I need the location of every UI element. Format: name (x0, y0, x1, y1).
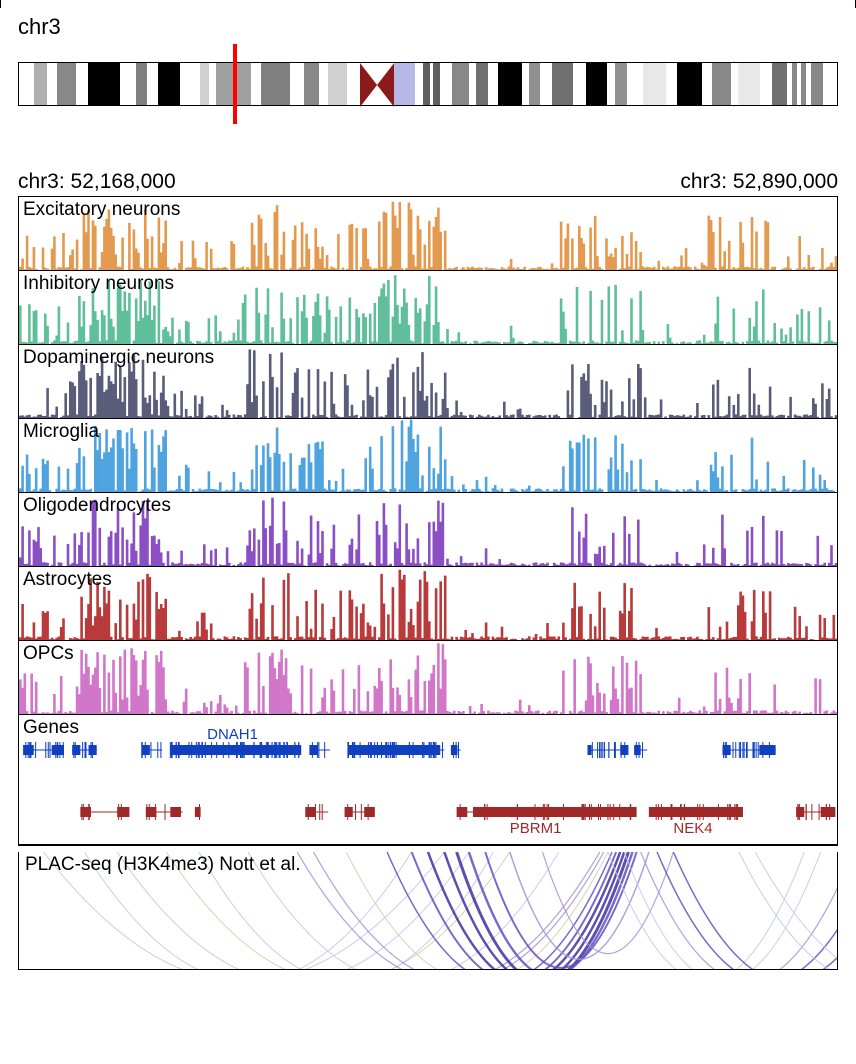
plac-label: PLAC-seq (H3K4me3) Nott et al. (25, 854, 301, 876)
track-label: Oligodendrocytes (23, 495, 171, 517)
track-label: Genes (23, 717, 79, 739)
ideogram-marker (233, 44, 237, 124)
signal-track: Dopaminergic neurons (19, 345, 837, 419)
track-label: OPCs (23, 643, 74, 665)
coord-left: chr3: 52,168,000 (18, 170, 176, 194)
svg-text:PBRM1: PBRM1 (510, 820, 562, 837)
ideogram (18, 44, 838, 124)
signal-track: Inhibitory neurons (19, 271, 837, 345)
plac-track: PLAC-seq (H3K4me3) Nott et al. (18, 852, 838, 970)
coord-right: chr3: 52,890,000 (680, 170, 838, 194)
track-label: Astrocytes (23, 569, 112, 591)
track-label: Inhibitory neurons (23, 273, 174, 295)
svg-text:DNAH1: DNAH1 (207, 726, 258, 743)
signal-track: Microglia (19, 419, 837, 493)
signal-track: Oligodendrocytes (19, 493, 837, 567)
genes-track: Genes DNAH1 PBRM1 NEK4 (19, 715, 837, 845)
chromosome-label: chr3 (18, 14, 838, 40)
tracks-container: Excitatory neurons Inhibitory neurons Dopa… (18, 196, 838, 846)
track-label: Excitatory neurons (23, 199, 180, 221)
track-label: Dopaminergic neurons (23, 347, 214, 369)
signal-track: OPCs (19, 641, 837, 715)
track-label: Microglia (23, 421, 99, 443)
signal-track: Excitatory neurons (19, 197, 837, 271)
svg-text:NEK4: NEK4 (673, 820, 712, 837)
signal-track: Astrocytes (19, 567, 837, 641)
coordinate-row: chr3: 52,168,000 chr3: 52,890,000 (18, 170, 838, 194)
